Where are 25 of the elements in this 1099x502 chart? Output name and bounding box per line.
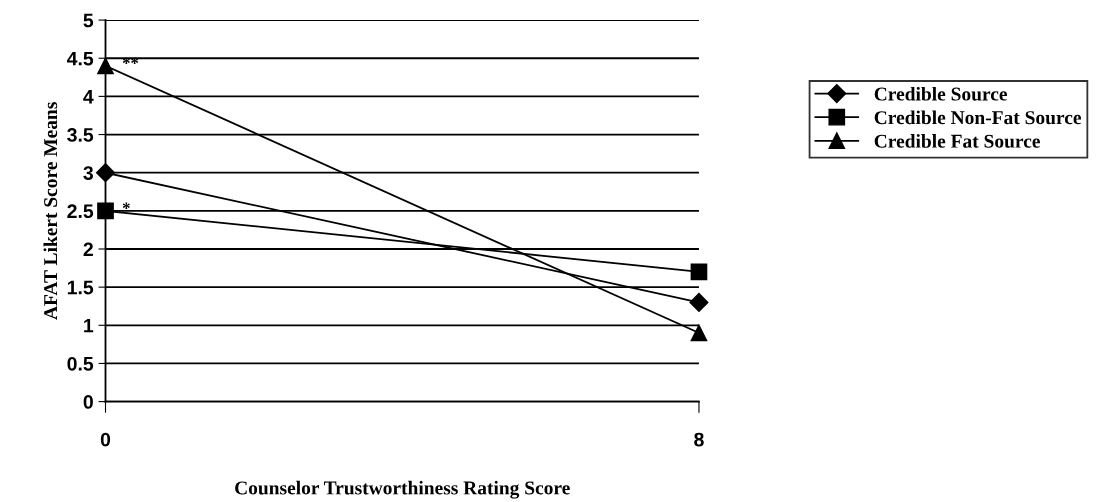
legend-label: Credible Non-Fat Source	[874, 110, 1082, 125]
x-tick-label: 8	[694, 432, 704, 447]
y-tick-label: 2	[83, 242, 93, 257]
y-tick-label: 3.5	[67, 128, 94, 142]
annotation: *	[122, 202, 130, 209]
legend-label: Credible Source	[874, 86, 1008, 101]
y-tick-label: 4.5	[66, 51, 94, 66]
y-tick-label: 5	[83, 13, 94, 28]
annotation: **	[122, 57, 139, 64]
y-tick-label: 4	[83, 90, 94, 104]
y-tick-label: 1.5	[67, 280, 94, 295]
y-tick-label: 3	[83, 166, 93, 180]
y-tick-label: 2.5	[67, 204, 94, 219]
legend-label: Credible Fat Source	[874, 134, 1040, 148]
y-tick-label: 0	[83, 395, 93, 409]
y-tick-label: 1	[84, 318, 94, 333]
y-axis-title: AFAT Likert Score Means	[43, 102, 58, 320]
point	[95, 163, 116, 183]
point	[689, 292, 709, 312]
point	[690, 324, 708, 342]
point	[97, 57, 114, 75]
point	[690, 263, 708, 281]
x-axis-title: Counselor Trustworthiness Rating Score	[235, 480, 570, 499]
point	[97, 202, 114, 220]
y-tick-label: 0.5	[67, 356, 94, 371]
